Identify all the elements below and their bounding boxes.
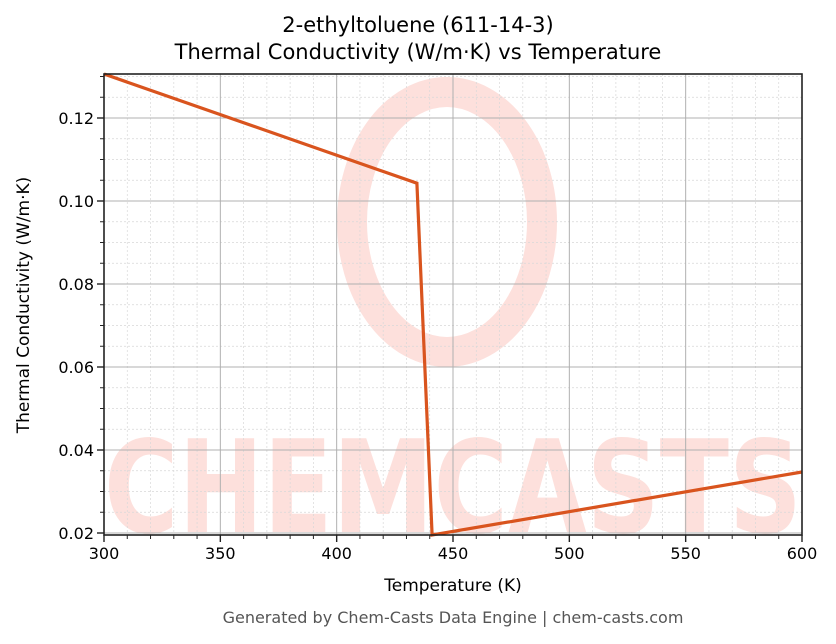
data-series <box>103 72 803 537</box>
y-axis-label: Thermal Conductivity (W/m·K) <box>14 176 34 434</box>
y-tick-label: 0.12 <box>58 109 94 128</box>
x-tick-label: 600 <box>787 544 818 563</box>
footer-credit: Generated by Chem-Casts Data Engine | ch… <box>222 608 684 627</box>
x-tick-label: 400 <box>321 544 352 563</box>
x-axis-label: Temperature (K) <box>384 576 522 596</box>
y-tick-label: 0.06 <box>58 358 94 377</box>
y-axis-ticks: 0.02 0.04 0.06 0.08 0.10 0.12 <box>58 76 104 543</box>
x-tick-label: 300 <box>89 544 120 563</box>
x-tick-label: 450 <box>438 544 469 563</box>
y-tick-label: 0.04 <box>58 441 94 460</box>
chart-title-property: Thermal Conductivity (W/m·K) vs Temperat… <box>174 40 662 64</box>
x-axis-ticks: 300 350 400 450 500 550 600 <box>89 535 818 563</box>
y-tick-label: 0.08 <box>58 275 94 294</box>
x-tick-label: 350 <box>205 544 236 563</box>
series-line <box>103 72 803 537</box>
x-tick-label: 550 <box>670 544 701 563</box>
x-tick-label: 500 <box>554 544 585 563</box>
y-tick-label: 0.10 <box>58 192 94 211</box>
chart-title-compound: 2-ethyltoluene (611-14-3) <box>282 13 554 37</box>
y-tick-label: 0.02 <box>58 524 94 543</box>
